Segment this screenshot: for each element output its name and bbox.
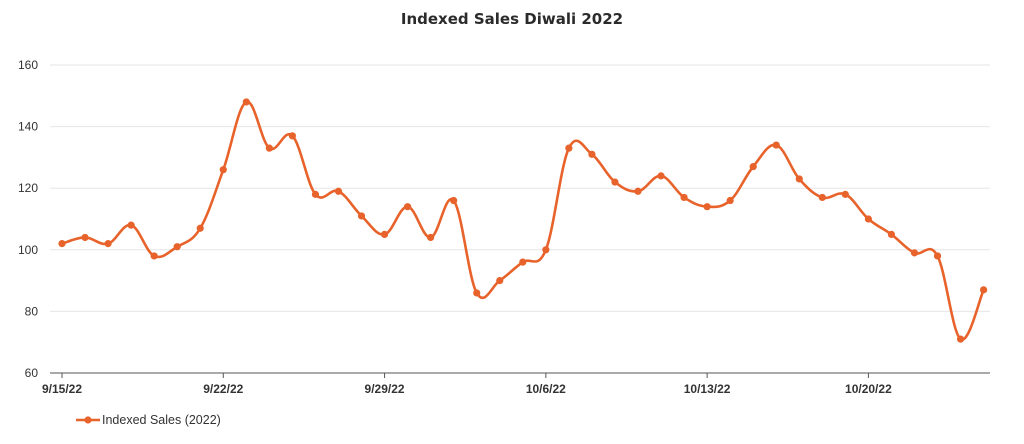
- data-point: [450, 196, 458, 205]
- data-point: [657, 172, 665, 180]
- data-point: [565, 144, 573, 152]
- data-point: [772, 141, 780, 149]
- y-tick-label: 100: [18, 243, 38, 257]
- x-tick-label: 9/29/22: [365, 382, 405, 396]
- data-point: [887, 230, 896, 238]
- legend-marker: [84, 416, 92, 424]
- y-tick-label: 120: [18, 181, 38, 195]
- legend: Indexed Sales (2022): [76, 413, 221, 427]
- data-point: [634, 187, 642, 195]
- data-point: [841, 190, 849, 198]
- data-point: [749, 163, 757, 171]
- data-point: [127, 221, 135, 229]
- y-tick-label: 60: [25, 366, 39, 380]
- x-tick-label: 10/13/22: [684, 382, 731, 396]
- data-point: [519, 258, 527, 266]
- chart-title: Indexed Sales Diwali 2022: [400, 10, 624, 28]
- y-tick-label: 80: [25, 304, 39, 318]
- x-tick-label: 10/6/22: [526, 382, 566, 396]
- series-line: [61, 100, 985, 341]
- x-tick-label: 9/22/22: [203, 382, 243, 396]
- data-point: [496, 277, 504, 285]
- data-point: [956, 335, 965, 343]
- data-point: [542, 246, 550, 254]
- x-axis: 9/15/22 9/22/22 9/29/22 10/6/22 10/13/22 10/2…: [42, 372, 990, 396]
- data-point: [380, 230, 389, 238]
- y-tick-label: 140: [18, 120, 38, 134]
- data-point: [311, 190, 320, 198]
- data-point: [680, 193, 688, 202]
- legend-label: Indexed Sales (2022): [102, 413, 221, 427]
- data-point: [980, 286, 988, 294]
- y-tick-label: 160: [18, 58, 38, 72]
- data-point: [404, 203, 412, 211]
- data-point: [219, 166, 227, 174]
- data-point: [265, 144, 273, 152]
- data-point: [910, 249, 919, 257]
- data-point: [196, 224, 204, 232]
- gridlines: [50, 64, 990, 312]
- y-axis: 60 80 100 120 140 160: [18, 58, 38, 380]
- data-point: [427, 233, 435, 242]
- data-point: [58, 240, 66, 248]
- data-point: [357, 212, 366, 220]
- data-point: [173, 243, 181, 251]
- data-point: [150, 252, 158, 260]
- data-point: [334, 187, 343, 195]
- data-point: [81, 233, 89, 242]
- data-point: [795, 175, 803, 183]
- data-point: [818, 193, 826, 202]
- data-point: [611, 178, 619, 186]
- x-tick-label: 10/20/22: [845, 382, 892, 396]
- series-layer: [58, 98, 988, 343]
- data-point: [726, 196, 734, 205]
- data-point: [242, 98, 250, 106]
- x-tick-label: 9/15/22: [42, 382, 82, 396]
- data-point: [104, 240, 112, 248]
- data-point: [588, 150, 596, 158]
- data-point: [473, 289, 481, 297]
- data-point: [933, 252, 942, 260]
- data-point: [864, 215, 873, 223]
- data-point: [288, 132, 296, 140]
- data-point: [703, 203, 711, 211]
